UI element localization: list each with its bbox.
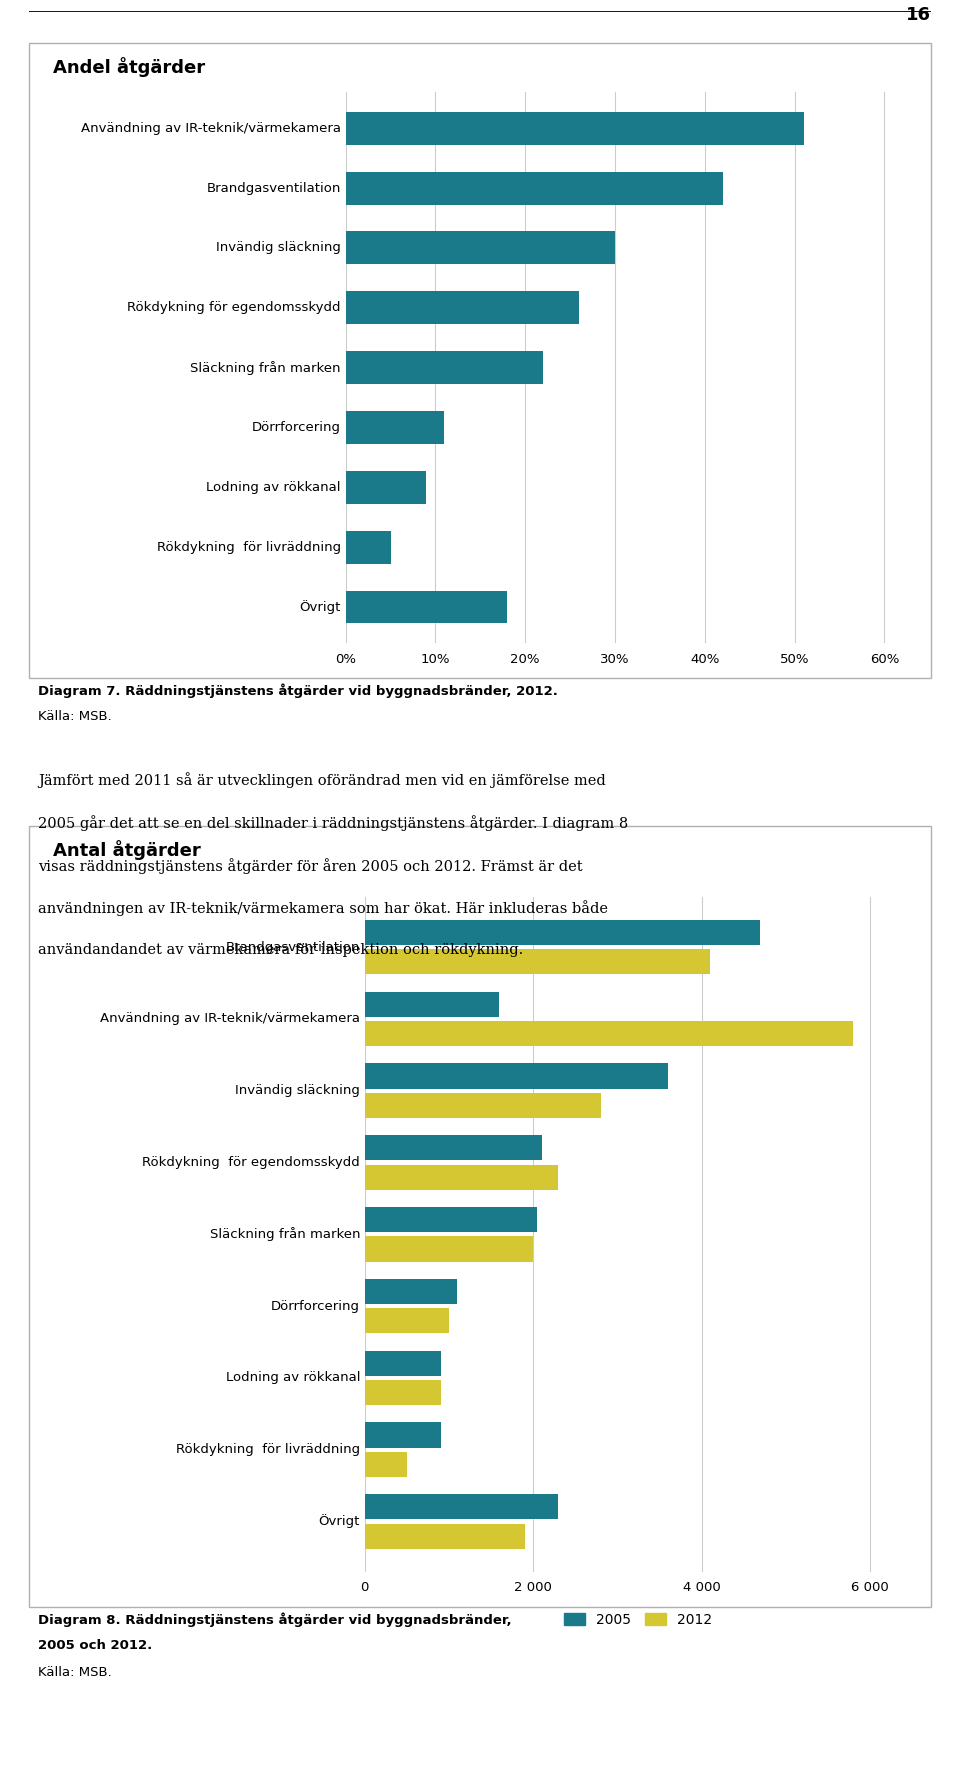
Text: Diagram 7. Räddningstjänstens åtgärder vid byggnadsbränder, 2012.: Diagram 7. Räddningstjänstens åtgärder v… xyxy=(38,684,559,698)
Bar xyxy=(346,591,507,623)
Text: Invändig släckning: Invändig släckning xyxy=(216,242,341,254)
Bar xyxy=(365,1165,559,1190)
Text: 16: 16 xyxy=(906,7,931,25)
Bar xyxy=(365,1350,441,1376)
Text: Rökdykning  för egendomsskydd: Rökdykning för egendomsskydd xyxy=(142,1156,360,1169)
Text: användningen av IR-teknik/värmekamera som har ökat. Här inkluderas både: användningen av IR-teknik/värmekamera so… xyxy=(38,900,609,916)
Bar xyxy=(346,531,391,563)
Text: Dörrforcering: Dörrforcering xyxy=(252,421,341,433)
Text: Användning av IR-teknik/värmekamera: Användning av IR-teknik/värmekamera xyxy=(81,123,341,135)
Bar xyxy=(365,1423,441,1447)
Bar xyxy=(365,1208,538,1233)
Bar xyxy=(365,1309,449,1334)
Bar xyxy=(346,172,723,204)
Text: Släckning från marken: Släckning från marken xyxy=(190,361,341,375)
Bar xyxy=(346,410,444,444)
Bar xyxy=(365,950,710,975)
Bar xyxy=(346,291,579,325)
Bar xyxy=(365,1092,601,1119)
Text: Andel åtgärder: Andel åtgärder xyxy=(53,57,204,76)
Bar xyxy=(365,1524,525,1549)
Text: Antal åtgärder: Antal åtgärder xyxy=(53,840,201,860)
Text: Källa: MSB.: Källa: MSB. xyxy=(38,710,112,723)
Text: Släckning från marken: Släckning från marken xyxy=(209,1227,360,1241)
Text: 2005 och 2012.: 2005 och 2012. xyxy=(38,1639,153,1652)
Bar xyxy=(365,920,760,945)
Bar xyxy=(365,1021,853,1046)
Bar xyxy=(365,1380,441,1405)
Legend: 2005, 2012: 2005, 2012 xyxy=(559,1607,718,1632)
Text: Dörrforcering: Dörrforcering xyxy=(271,1300,360,1312)
Text: Diagram 8. Räddningstjänstens åtgärder vid byggnadsbränder,: Diagram 8. Räddningstjänstens åtgärder v… xyxy=(38,1613,512,1627)
Bar xyxy=(365,1135,541,1160)
Bar xyxy=(365,1279,457,1304)
Bar xyxy=(346,112,804,144)
Text: Brandgasventilation: Brandgasventilation xyxy=(226,941,360,954)
Bar xyxy=(346,352,543,384)
Bar xyxy=(346,231,615,265)
Text: Källa: MSB.: Källa: MSB. xyxy=(38,1666,112,1678)
Bar xyxy=(365,1451,407,1478)
Text: Användning av IR-teknik/värmekamera: Användning av IR-teknik/värmekamera xyxy=(100,1012,360,1025)
Text: Övrigt: Övrigt xyxy=(300,600,341,614)
Text: visas räddningstjänstens åtgärder för åren 2005 och 2012. Främst är det: visas räddningstjänstens åtgärder för år… xyxy=(38,858,583,874)
Text: Övrigt: Övrigt xyxy=(319,1515,360,1529)
Bar xyxy=(346,471,426,504)
Text: Invändig släckning: Invändig släckning xyxy=(235,1083,360,1098)
Text: Brandgasventilation: Brandgasventilation xyxy=(206,181,341,195)
Text: Rökdykning  för livräddning: Rökdykning för livräddning xyxy=(156,540,341,554)
Bar xyxy=(365,1494,559,1518)
Text: Rökdykning  för livräddning: Rökdykning för livräddning xyxy=(176,1444,360,1456)
Bar xyxy=(365,1236,533,1261)
Bar xyxy=(365,991,499,1018)
Bar xyxy=(365,1064,668,1089)
Text: 2005 går det att se en del skillnader i räddningstjänstens åtgärder. I diagram 8: 2005 går det att se en del skillnader i … xyxy=(38,815,629,831)
Text: Lodning av rökkanal: Lodning av rökkanal xyxy=(206,481,341,494)
Text: Jämfört med 2011 så är utvecklingen oförändrad men vid en jämförelse med: Jämfört med 2011 så är utvecklingen oför… xyxy=(38,773,606,789)
Text: Rökdykning för egendomsskydd: Rökdykning för egendomsskydd xyxy=(128,302,341,314)
Text: Lodning av rökkanal: Lodning av rökkanal xyxy=(226,1371,360,1385)
Text: användandandet av värmekamera för inspektion och rökdykning.: användandandet av värmekamera för inspek… xyxy=(38,943,523,957)
